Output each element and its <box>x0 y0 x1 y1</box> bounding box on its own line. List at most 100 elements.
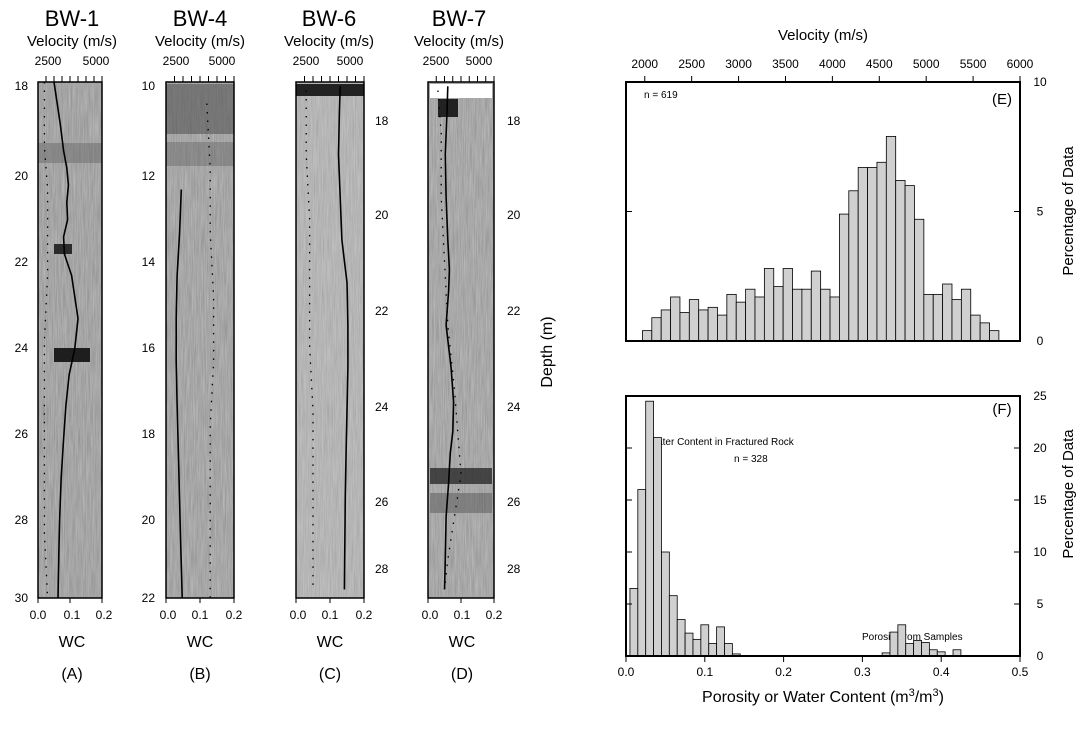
x-tick-label: 2000 <box>631 57 658 71</box>
x-tick-label: 4500 <box>866 57 893 71</box>
histogram-bar <box>867 167 878 342</box>
histogram-bar <box>661 551 670 657</box>
velocity-axis-label: Velocity (m/s) <box>414 33 504 50</box>
core-dark-band <box>166 84 234 134</box>
histogram-bar <box>676 619 686 657</box>
x-tick-label: 2500 <box>678 57 705 71</box>
histogram-bar <box>707 306 718 342</box>
velocity-tick-label: 5000 <box>466 54 493 68</box>
histogram-bar <box>660 309 671 342</box>
annotation-label: Water Content in Fractured Rock <box>648 437 795 448</box>
depth-tick-label: 28 <box>375 562 389 576</box>
wc-tick-label: 0.2 <box>356 608 373 622</box>
velocity-tick-label: 5000 <box>337 54 364 68</box>
y-tick-label: 25 <box>1033 389 1047 403</box>
x-axis-label-text: Porosity or Water Content (m <box>702 689 909 706</box>
y-tick-label: 0 <box>1037 649 1044 663</box>
wc-axis-label: WC <box>449 634 476 651</box>
velocity-tick-label: 5000 <box>209 54 236 68</box>
velocity-axis-label: Velocity (m/s) <box>155 33 245 50</box>
wc-tick-label: 0.0 <box>422 608 439 622</box>
histogram-bar <box>951 299 962 342</box>
histogram-bar <box>801 288 812 342</box>
depth-tick-label: 14 <box>142 255 156 269</box>
histogram-bar <box>904 185 915 342</box>
depth-tick-label: 20 <box>507 208 521 222</box>
histogram-bar <box>942 283 953 342</box>
wc-tick-label: 0.2 <box>486 608 503 622</box>
water-content-line <box>437 90 462 590</box>
histogram-bar <box>970 314 981 342</box>
core-dark-band <box>430 493 492 513</box>
panel-label: (A) <box>61 666 82 683</box>
histogram-bar <box>692 638 702 657</box>
axis-ticks: 2000 2500 3000 3500 4000 4500 5000 5500 6000 0 5 10 <box>626 57 1047 348</box>
histogram-bar <box>763 268 775 342</box>
y-tick-label: 5 <box>1037 597 1044 611</box>
histogram-bar <box>848 190 859 342</box>
wc-tick-label: 0.0 <box>290 608 307 622</box>
histogram-bar <box>914 218 925 342</box>
x-tick-label: 0.1 <box>696 665 713 679</box>
histogram-bar <box>923 293 934 342</box>
well-panel-bw1: BW-1 Velocity (m/s) 2500 5000 18 20 22 2… <box>15 6 117 683</box>
histogram-bar <box>716 626 725 657</box>
depth-tick-label: 12 <box>142 169 156 183</box>
core-dark-band <box>166 142 234 166</box>
depth-tick-label: 18 <box>15 79 29 93</box>
histogram-bar <box>670 296 681 342</box>
histogram-bar <box>754 296 765 342</box>
x-tick-label: 0.2 <box>775 665 792 679</box>
histogram-bar <box>726 293 737 342</box>
core-texture <box>166 82 234 598</box>
y-tick-label: 15 <box>1033 493 1047 507</box>
depth-tick-label: 24 <box>507 400 521 414</box>
histogram-bar <box>810 270 822 342</box>
annotation-count: n = 328 <box>734 454 768 465</box>
core-dark-band <box>438 99 458 117</box>
histogram-bar <box>684 632 694 657</box>
depth-tick-label: 18 <box>375 114 389 128</box>
histogram-bar <box>979 322 990 342</box>
x-tick-label: 6000 <box>1007 57 1034 71</box>
x-axis-label-text: /m <box>915 689 933 706</box>
histogram-bar <box>708 643 718 657</box>
velocity-tick-label: 2500 <box>35 54 62 68</box>
depth-tick-label: 28 <box>15 513 29 527</box>
histogram-bar <box>895 180 906 342</box>
y-tick-label: 0 <box>1037 334 1044 348</box>
x-tick-label: 0.4 <box>933 665 950 679</box>
plot-frame <box>625 395 1021 657</box>
histogram-bar <box>745 288 756 342</box>
axis-ticks: 0.0 0.1 0.2 0.3 0.4 0.5 0 5 10 15 20 25 <box>618 389 1047 679</box>
histogram-bar <box>717 314 728 342</box>
core-dark-band <box>296 84 364 96</box>
wc-tick-label: 0.1 <box>192 608 209 622</box>
depth-tick-label: 26 <box>507 495 521 509</box>
velocity-tick-label: 2500 <box>423 54 450 68</box>
histogram-bar <box>724 643 733 657</box>
velocity-line <box>175 189 183 599</box>
x-tick-label: 5000 <box>913 57 940 71</box>
annotation-count: n = 619 <box>644 90 678 101</box>
histogram-bar <box>735 301 747 342</box>
panel-label: (C) <box>319 666 341 683</box>
depth-tick-label: 26 <box>15 427 29 441</box>
y-tick-label: 20 <box>1033 441 1047 455</box>
bars <box>642 135 1000 342</box>
x-tick-label: 5500 <box>960 57 987 71</box>
histogram-bar <box>889 631 899 657</box>
histogram-bar <box>897 624 907 657</box>
panel-label: (D) <box>451 666 473 683</box>
depth-tick-label: 24 <box>375 400 389 414</box>
water-content-line <box>43 82 49 599</box>
x-tick-label: 3000 <box>725 57 752 71</box>
wc-tick-label: 0.2 <box>96 608 113 622</box>
histogram-bar <box>688 299 700 342</box>
x-tick-label: 3500 <box>772 57 799 71</box>
depth-axis-label: Depth (m) <box>539 316 556 387</box>
histogram-bar <box>651 317 662 342</box>
x-tick-label: 4000 <box>819 57 846 71</box>
histogram-e: Velocity (m/s) Percentage of Data n = 61… <box>625 27 1077 348</box>
panel-label: (F) <box>992 401 1011 418</box>
